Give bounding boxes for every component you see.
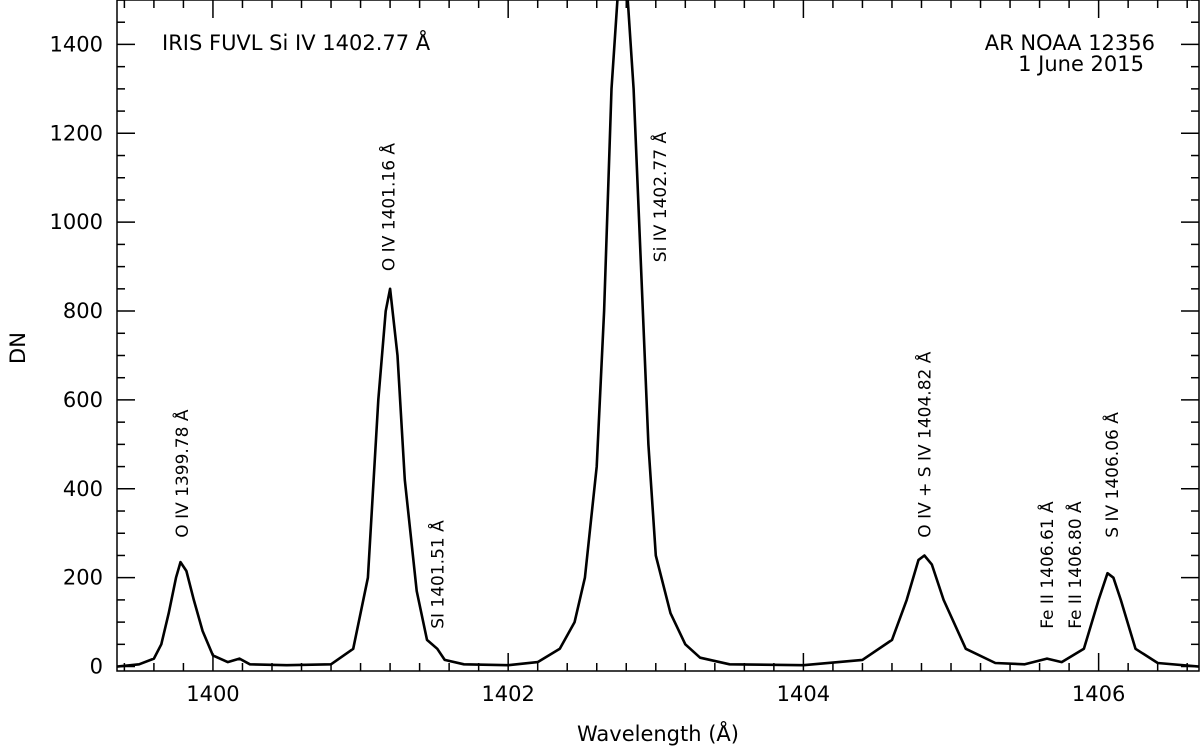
- plot-frame: [116, 0, 1200, 672]
- spectral-line-label: Fe II 1406.61 Å: [1036, 501, 1058, 629]
- y-tick-label: 1000: [50, 210, 103, 234]
- spectral-line-label: Si IV 1402.77 Å: [649, 132, 671, 263]
- y-tick-label: 0: [90, 655, 103, 679]
- spectral-line-label: O IV 1401.16 Å: [378, 143, 400, 272]
- axis-ticks: [117, 0, 1199, 671]
- y-tick-label: 800: [63, 299, 103, 323]
- y-tick-label: 1200: [50, 121, 103, 145]
- spectral-line-label: O IV 1399.78 Å: [171, 409, 193, 538]
- x-tick-label: 1406: [1072, 682, 1125, 706]
- y-tick-label: 600: [63, 388, 103, 412]
- spectral-line-label: O IV + S IV 1404.82 Å: [913, 351, 935, 537]
- spectral-line-label: SI 1401.51 Å: [426, 520, 448, 629]
- x-tick-label: 1404: [777, 682, 830, 706]
- instrument-label: IRIS FUVL Si IV 1402.77 Å: [162, 29, 431, 55]
- spectrum-line: [117, 0, 1199, 668]
- x-tick-label: 1400: [186, 682, 239, 706]
- date-label: 1 June 2015: [1018, 52, 1144, 76]
- spectral-line-label: Fe II 1406.80 Å: [1064, 501, 1086, 629]
- line-labels: O IV 1399.78 Å O IV 1401.16 Å SI 1401.51 Å…: [171, 132, 1123, 629]
- y-tick-label: 400: [63, 477, 103, 501]
- region-label: AR NOAA 12356: [985, 31, 1155, 55]
- x-axis-title: Wavelength (Å): [577, 720, 739, 746]
- y-tick-label: 1400: [50, 32, 103, 56]
- y-axis-title: DN: [6, 332, 30, 364]
- x-tick-label: 1402: [481, 682, 534, 706]
- spectral-line-label: S IV 1406.06 Å: [1101, 412, 1123, 538]
- tick-labels: 1400 1402 1404 1406 0 200 400 600 800 1000 1200 140…: [50, 32, 1126, 706]
- y-tick-label: 200: [63, 566, 103, 590]
